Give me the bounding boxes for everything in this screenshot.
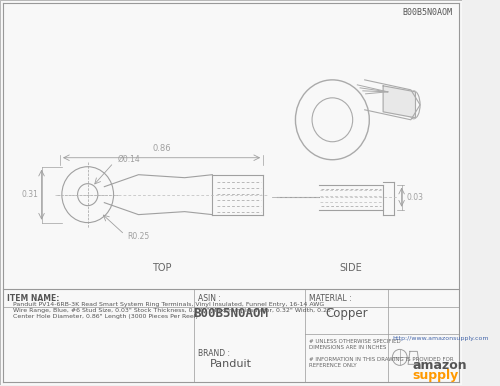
Text: ITEM NAME:: ITEM NAME:: [8, 295, 60, 303]
Text: SIDE: SIDE: [340, 262, 362, 273]
Text: MATERIAL :: MATERIAL :: [310, 295, 352, 303]
Text: 0.86: 0.86: [152, 144, 171, 153]
Text: BRAND :: BRAND :: [198, 349, 230, 358]
Text: Panduit: Panduit: [210, 359, 252, 369]
Text: http://www.amazonsupply.com: http://www.amazonsupply.com: [392, 337, 489, 341]
Text: # UNLESS OTHERWISE SPECIFIED
DIMENSIONS ARE IN INCHES: # UNLESS OTHERWISE SPECIFIED DIMENSIONS …: [310, 339, 401, 350]
Text: Copper: Copper: [325, 308, 368, 320]
Text: R0.25: R0.25: [128, 232, 150, 241]
Text: # INFORMATION IN THIS DRAWING IS PROVIDED FOR
REFERENCE ONLY: # INFORMATION IN THIS DRAWING IS PROVIDE…: [310, 357, 454, 368]
Text: B00B5N0AOM: B00B5N0AOM: [194, 308, 268, 320]
Text: supply: supply: [412, 369, 459, 383]
Text: 0.31: 0.31: [22, 190, 39, 199]
Text: 0.03: 0.03: [406, 193, 423, 201]
Text: ASIN :: ASIN :: [198, 295, 222, 303]
Polygon shape: [383, 86, 416, 118]
Text: Ø0.14: Ø0.14: [118, 155, 140, 164]
Text: amazon: amazon: [412, 359, 468, 372]
Text: TOP: TOP: [152, 262, 172, 273]
Text: B00B5N0AOM: B00B5N0AOM: [402, 8, 452, 17]
Text: Panduit PV14-6RB-3K Read Smart System Ring Terminals, Vinyl Insulated, Funnel En: Panduit PV14-6RB-3K Read Smart System Ri…: [13, 303, 334, 319]
